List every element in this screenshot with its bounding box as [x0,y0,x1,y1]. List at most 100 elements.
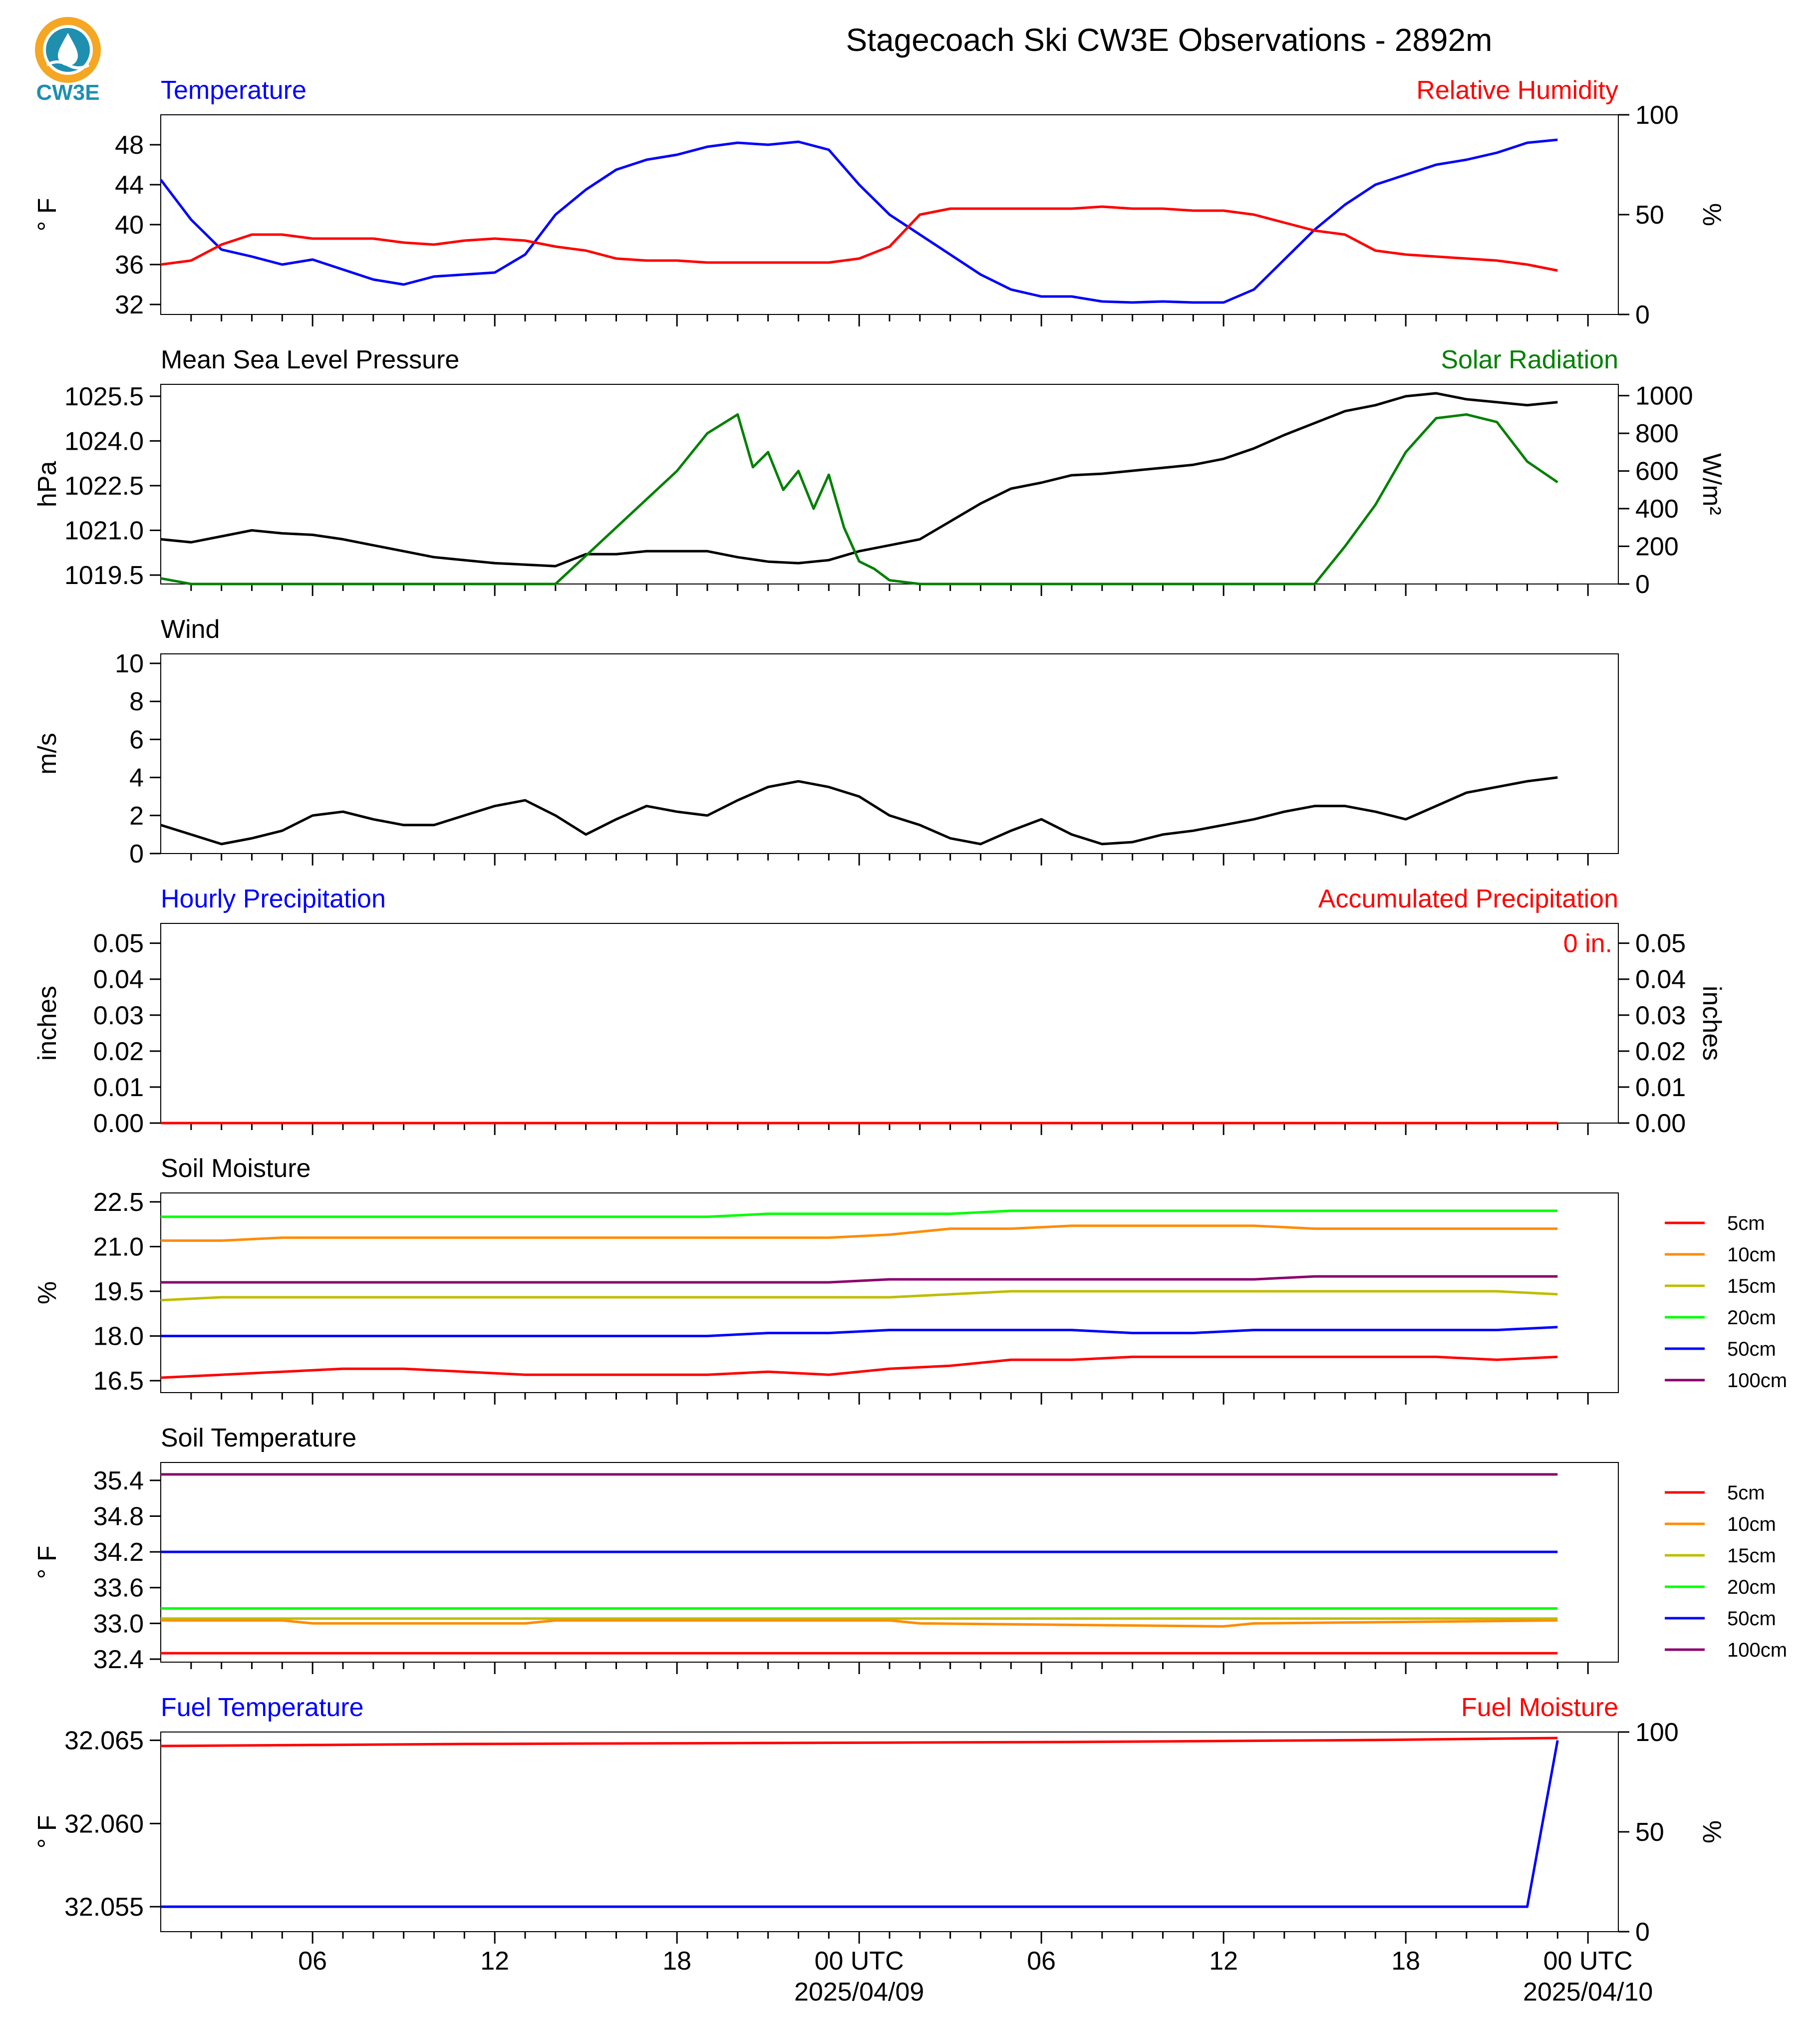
ylabel-left: ° F [33,1815,62,1848]
ytick-right-label: 0.04 [1635,965,1686,994]
ytick-left-label: 32.060 [64,1809,144,1838]
ytick-left-label: 2 [129,802,144,831]
ytick-right-label: 0 [1635,300,1650,329]
series-line-relative-humidity [160,205,1558,272]
panel-title-left: Mean Sea Level Pressure [161,345,459,374]
legend-label: 15cm [1727,1545,1776,1567]
ytick-left-label: 1022.5 [64,472,144,501]
ylabel-left: ° F [33,1545,62,1579]
series-line-solar-radiation [160,413,1558,585]
ytick-right-label: 1000 [1635,382,1693,411]
legend: 5cm 10cm 15cm 20cm 50cm 100cm [1665,1482,1787,1661]
ytick-left-label: 32 [115,290,144,319]
series-line-100cm [161,1275,1558,1284]
ylabel-left: m/s [33,733,62,775]
panel-title-left: Soil Moisture [161,1154,311,1183]
panel-title-left: Wind [161,615,220,644]
legend-label: 20cm [1727,1307,1776,1329]
legend-label: 5cm [1727,1212,1765,1234]
chart-panel-3: Wind 0 2 4 6 8 10 m/s [33,615,1619,869]
legend-label: 50cm [1727,1608,1776,1630]
legend-label: 10cm [1727,1244,1776,1266]
ytick-right-label: 50 [1635,201,1664,230]
ytick-left-label: 34.8 [93,1502,144,1531]
ylabel-right: % [1697,203,1726,226]
ytick-left-label: 19.5 [93,1277,144,1306]
legend-label: 100cm [1727,1639,1787,1661]
xtick-label: 06 [1027,1947,1056,1976]
ytick-left-label: 21.0 [93,1232,144,1261]
series-line-5cm [160,1355,1558,1379]
legend-label: 10cm [1727,1513,1776,1535]
panel-title-left: Fuel Temperature [161,1693,364,1722]
series-line-20cm [161,1209,1558,1218]
panel-title-left: Hourly Precipitation [161,884,386,913]
plot-frame [160,1192,1619,1393]
ytick-right-label: 50 [1635,1818,1664,1847]
ytick-left-label: 0.00 [93,1109,144,1138]
legend-label: 20cm [1727,1576,1776,1598]
logo-wordmark: CW3E [36,80,99,105]
ytick-right-label: 0.01 [1635,1073,1686,1102]
series-line-15cm [160,1290,1558,1302]
legend-label: 15cm [1727,1275,1776,1297]
ytick-left-label: 4 [129,764,144,793]
ytick-left-label: 44 [115,171,144,200]
ytick-left-label: 1019.5 [64,561,144,590]
xtick-label: 12 [1209,1947,1238,1976]
ylabel-left: hPa [33,461,62,508]
ytick-left-label: 0.05 [93,929,144,958]
ytick-right-label: 0 [1635,570,1650,599]
ylabel-left: inches [33,986,62,1061]
ytick-right-label: 0.03 [1635,1001,1686,1030]
date-label: 2025/04/09 [794,1978,924,2007]
legend-label: 100cm [1727,1370,1787,1392]
accumulated-total-label: 0 in. [1563,929,1612,958]
chart-panel-6: Soil Temperature 32.4 33.0 33.6 34.2 34.8 35.4… [33,1424,1787,1674]
ytick-right-label: 800 [1635,419,1679,448]
plot-frame [160,653,1619,854]
ytick-right-label: 600 [1635,457,1679,486]
xtick-label: 18 [1391,1947,1420,1976]
plot-frame [160,1732,1619,1932]
legend: 5cm 10cm 15cm 20cm 50cm 100cm [1665,1212,1787,1392]
wave-icon [46,60,90,69]
ytick-left-label: 34.2 [93,1538,144,1567]
chart-panel-4: Hourly Precipitation Accumulated Precipit… [33,884,1726,1138]
ytick-left-label: 10 [115,649,144,678]
chart-panel-5: Soil Moisture 16.5 18.0 19.5 21.0 22.5% 5cm 10c… [33,1154,1787,1405]
plot-frame [160,923,1619,1124]
ytick-left-label: 0.01 [93,1073,144,1102]
ytick-right-label: 0 [1635,1918,1650,1947]
ytick-left-label: 18.0 [93,1322,144,1351]
ylabel-right: % [1697,1820,1726,1843]
ytick-left-label: 1024.0 [64,427,144,456]
panel-title-right: Fuel Moisture [1461,1693,1618,1722]
figure-title: Stagecoach Ski CW3E Observations - 2892m [846,22,1493,58]
legend-label: 50cm [1727,1338,1776,1360]
chart-panel-1: Temperature Relative Humidity 32 36 40 44 48 0 5… [33,76,1726,329]
series-line-fuel-temperature [161,1740,1559,1908]
ytick-left-label: 1025.5 [64,382,144,411]
series-line-temperature [160,138,1558,304]
ytick-left-label: 16.5 [93,1367,144,1396]
xtick-label: 00 UTC [815,1947,904,1976]
series-line-mean-sea-level-pressure [160,392,1558,568]
ytick-left-label: 40 [115,211,144,240]
ytick-left-label: 33.6 [93,1574,144,1603]
ytick-right-label: 0.02 [1635,1037,1686,1066]
ytick-right-label: 0.05 [1635,929,1686,958]
series-line-50cm [161,1326,1558,1338]
panel-title-left: Soil Temperature [161,1424,356,1452]
ytick-right-label: 200 [1635,533,1679,562]
ylabel-right: inches [1697,986,1726,1061]
ytick-left-label: 32.4 [93,1645,144,1674]
xtick-label: 00 UTC [1543,1947,1633,1976]
series-line-10cm [161,1619,1558,1628]
ytick-left-label: 1021.0 [64,517,144,546]
ylabel-left: % [33,1281,62,1304]
ytick-left-label: 0 [129,840,144,869]
xtick-label: 18 [662,1947,691,1976]
xtick-label: 12 [480,1947,509,1976]
